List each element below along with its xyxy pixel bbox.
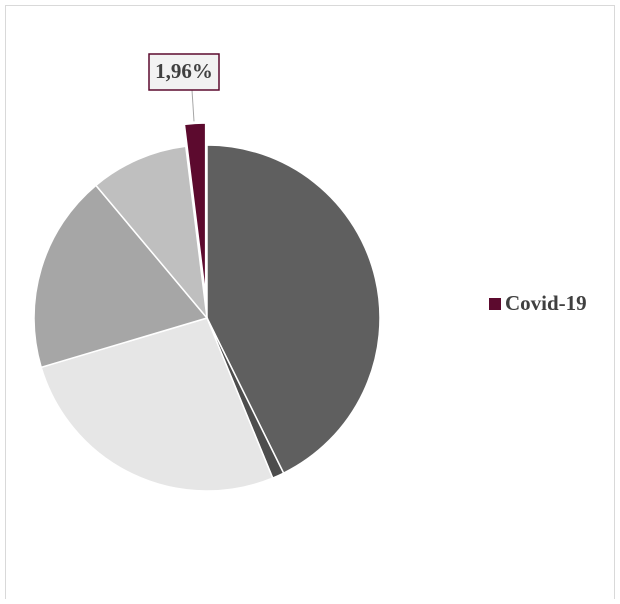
data-label-box [148,53,220,91]
pie-slice [94,145,209,321]
legend-label: Covid-19 [505,291,587,315]
data-label: 1,96% [155,59,213,83]
pie-slice [206,144,381,475]
pie-slice [183,122,207,297]
leader-line [191,89,195,122]
pie-slice [33,184,209,369]
legend-swatch [489,298,501,310]
pie-slice [40,317,274,492]
